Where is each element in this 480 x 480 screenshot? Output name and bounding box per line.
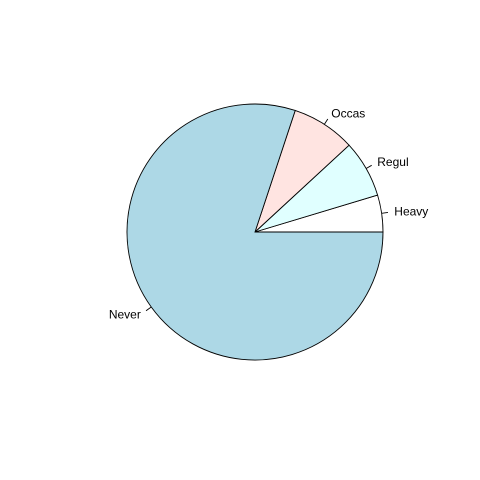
pie-label-heavy: Heavy: [394, 204, 428, 218]
pie-tick-regul: [365, 164, 372, 169]
pie-labels: Heavy Regul Occas Never: [109, 107, 428, 322]
pie-tick-never: [145, 306, 152, 312]
pie-slices: [126, 103, 384, 361]
pie-tick-heavy: [381, 211, 389, 214]
pie-label-ticks: [145, 118, 389, 312]
pie-tick-occas: [323, 118, 329, 125]
pie-label-occas: Occas: [331, 107, 365, 121]
pie-slice-never: [126, 103, 384, 361]
pie-label-regul: Regul: [377, 155, 408, 169]
pie-label-never: Never: [109, 307, 141, 321]
